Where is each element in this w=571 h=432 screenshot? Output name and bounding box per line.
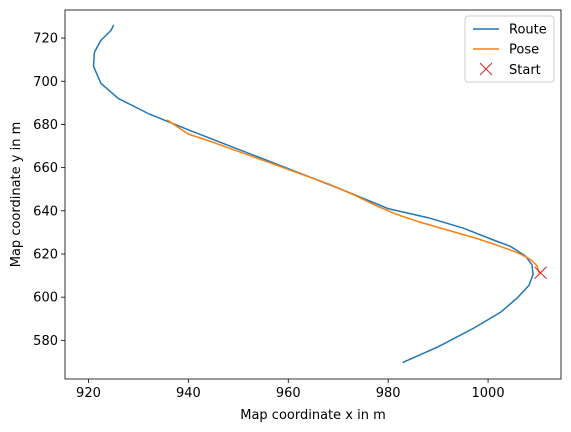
y-tick-label: 700 — [33, 75, 58, 90]
y-tick-label: 580 — [33, 334, 58, 349]
tick-layer: 920 940 960 980 1000 580 600 620 640 660 680 700 720 — [33, 32, 504, 401]
route-line — [92, 24, 534, 364]
start-marker — [534, 266, 547, 280]
x-tick-label: 1000 — [472, 386, 505, 401]
x-axis-title: Map coordinate x in m — [240, 408, 386, 423]
x-tick-label: 920 — [76, 386, 101, 401]
pose-line — [166, 119, 540, 274]
y-tick-label: 720 — [33, 32, 58, 47]
y-tick-label: 640 — [33, 204, 58, 219]
legend: Route Pose Start — [464, 15, 555, 83]
y-tick-label: 600 — [33, 291, 58, 306]
legend-pose-label: Pose — [509, 43, 539, 58]
start-marker-stroke — [534, 266, 547, 280]
legend-start-label: Start — [509, 63, 541, 78]
plot-frame — [64, 9, 562, 380]
series-layer — [92, 24, 547, 364]
legend-route-label: Route — [509, 23, 547, 38]
x-tick-label: 960 — [276, 386, 301, 401]
y-axis-title: Map coordinate y in m — [9, 122, 24, 268]
x-tick-label: 940 — [176, 386, 201, 401]
y-tick-label: 660 — [33, 161, 58, 176]
legend-start-swatch — [479, 62, 493, 76]
y-tick-label: 620 — [33, 247, 58, 262]
x-tick-label: 980 — [376, 386, 401, 401]
legend-box — [464, 15, 555, 83]
y-tick-label: 680 — [33, 118, 58, 133]
